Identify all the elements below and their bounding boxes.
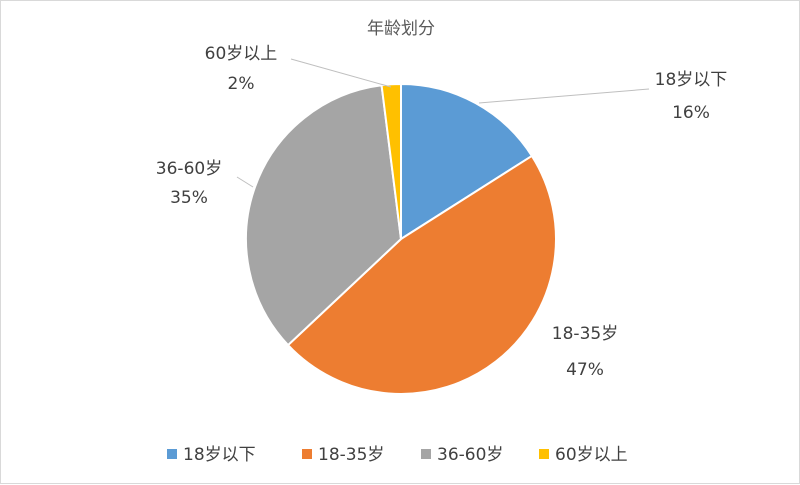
legend-label-0: 18岁以下 <box>183 445 256 465</box>
leader-line-2 <box>236 176 254 188</box>
legend-label-2: 36-60岁 <box>437 445 503 465</box>
data-label-3: 60岁以上 2% <box>205 44 278 94</box>
legend-swatch-2 <box>421 449 431 459</box>
data-label-1-category: 18-35岁 <box>552 324 618 344</box>
legend-item-3: 60岁以上 <box>539 445 628 465</box>
legend-item-1: 18-35岁 <box>302 445 384 465</box>
data-label-2-value: 35% <box>170 188 208 208</box>
data-label-3-value: 2% <box>228 74 255 94</box>
leader-line-1 <box>290 58 392 88</box>
chart-title: 年龄划分 <box>367 19 435 39</box>
data-label-2-category: 36-60岁 <box>156 159 222 179</box>
data-label-0: 18岁以下 16% <box>655 70 728 123</box>
leader-line-0 <box>478 88 650 104</box>
legend: 18岁以下 18-35岁 36-60岁 60岁以上 <box>167 445 628 465</box>
data-label-2: 36-60岁 35% <box>156 159 222 208</box>
pie-slice-0 <box>400 82 534 241</box>
legend-item-2: 36-60岁 <box>421 445 503 465</box>
data-label-0-category: 18岁以下 <box>655 70 728 90</box>
leader-lines <box>236 58 650 188</box>
data-label-1: 18-35岁 47% <box>552 324 618 380</box>
legend-label-1: 18-35岁 <box>318 445 384 465</box>
data-label-3-category: 60岁以上 <box>205 44 278 64</box>
legend-item-0: 18岁以下 <box>167 445 256 465</box>
pie-slice-1 <box>286 154 557 395</box>
legend-swatch-3 <box>539 449 549 459</box>
pie-slice-2 <box>245 84 403 347</box>
pie-slice-3 <box>380 82 402 240</box>
legend-swatch-1 <box>302 449 312 459</box>
data-label-1-value: 47% <box>566 360 604 380</box>
legend-swatch-0 <box>167 449 177 459</box>
pie-slices <box>245 82 557 395</box>
data-label-0-value: 16% <box>672 103 710 123</box>
legend-label-3: 60岁以上 <box>555 445 628 465</box>
